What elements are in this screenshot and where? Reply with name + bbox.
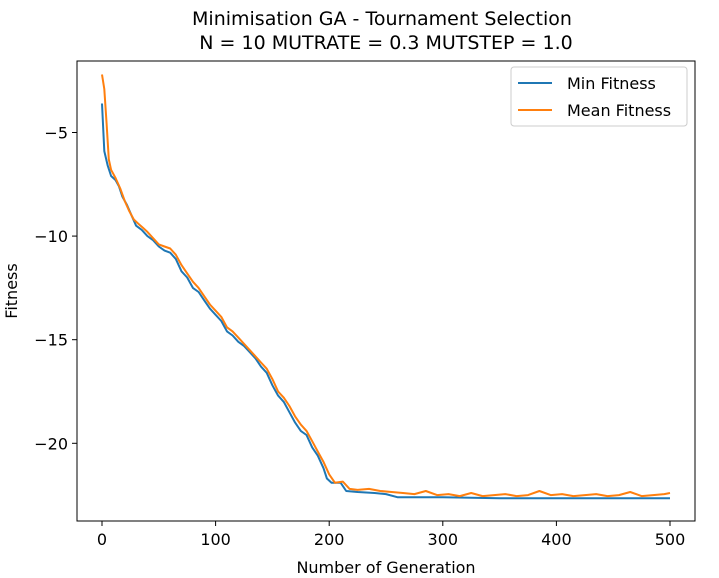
x-tick-label: 400 (541, 530, 572, 549)
x-tick-label: 200 (314, 530, 345, 549)
chart-title: Minimisation GA - Tournament Selection (192, 8, 572, 30)
x-tick-label: 0 (97, 530, 107, 549)
series-line-min-fitness (101, 103, 670, 500)
x-axis-label: Number of Generation (296, 558, 475, 577)
y-axis-label: Fitness (2, 263, 21, 318)
y-tick-label: −15 (34, 331, 68, 350)
y-tick-label: −20 (34, 434, 68, 453)
x-axis-ticks: 0 100 200 300 400 500 (97, 521, 685, 549)
chart-subtitle: N = 10 MUTRATE = 0.3 MUTSTEP = 1.0 (199, 32, 572, 54)
legend-box (510, 66, 688, 127)
y-tick-label: −5 (44, 123, 68, 142)
x-tick-label: 500 (655, 530, 686, 549)
legend: Min Fitness Mean Fitness (510, 66, 688, 127)
series-line-mean-fitness (101, 74, 671, 498)
y-tick-label: −10 (34, 227, 68, 246)
plot-frame (76, 60, 696, 522)
legend-label-mean-fitness: Mean Fitness (567, 101, 671, 120)
series-lines (101, 74, 671, 500)
x-tick-label: 100 (200, 530, 231, 549)
x-tick-label: 300 (428, 530, 459, 549)
y-axis-ticks: −5 −10 −15 −20 (34, 123, 77, 453)
legend-label-min-fitness: Min Fitness (567, 74, 656, 93)
